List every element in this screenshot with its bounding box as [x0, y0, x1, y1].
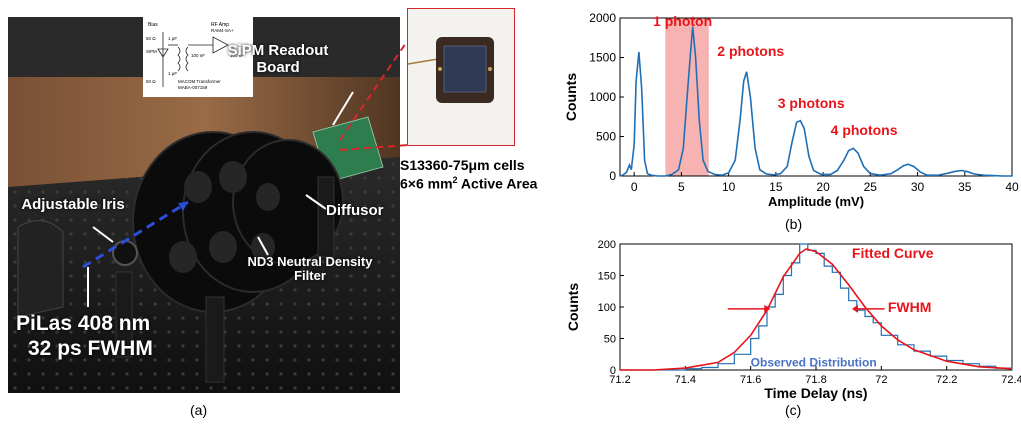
x-tick-label: 72.2	[936, 374, 957, 386]
fwhm-arrowhead-right	[851, 304, 858, 313]
callout-lines	[340, 39, 409, 151]
fwhm-label: FWHM	[888, 299, 932, 315]
sensor-photo	[407, 8, 515, 146]
amplitude-series-line	[619, 26, 1012, 177]
annotation-4-photon: 4 photons	[831, 122, 898, 138]
x-tick-label: 30	[911, 180, 925, 194]
annotation-1-photon: 1 photon	[653, 13, 712, 29]
schematic-bias: Bias	[148, 22, 158, 28]
label-diffusor: Diffusor	[326, 202, 384, 219]
x-tick-label: 15	[769, 180, 783, 194]
schematic-c2: 1 μF	[168, 71, 177, 76]
x-tick-label: 71.4	[675, 374, 696, 386]
schematic-transformer: MACOM Transformer	[178, 79, 221, 84]
fwhm-arrowhead-left	[764, 304, 771, 313]
schematic-cap3: 100 nF	[191, 53, 205, 58]
label-pilas-line2: 32 ps FWHM	[28, 337, 153, 360]
y-axis-label: Counts	[565, 283, 581, 331]
x-tick-label: 0	[631, 180, 638, 194]
setup-photo: Bias 50 Ω 1 μF SiPM 50 Ω 1 μF RF Amp RAM…	[8, 17, 400, 393]
schematic-sipm: SiPM	[146, 49, 157, 54]
y-tick-label: 1500	[589, 51, 616, 65]
observed-distribution-line	[620, 243, 1013, 371]
schematic-c1: 1 μF	[168, 36, 177, 41]
plot-frame	[619, 243, 1013, 371]
y-tick-label: 100	[598, 302, 616, 314]
y-tick-label: 2000	[589, 11, 616, 25]
setup-photo-illustration: Bias 50 Ω 1 μF SiPM 50 Ω 1 μF RF Amp RAM…	[8, 17, 400, 393]
x-tick-label: 72	[875, 374, 887, 386]
caption-c: (c)	[785, 402, 802, 418]
sensor-illustration	[408, 37, 494, 103]
schematic-r2: 50 Ω	[146, 79, 156, 84]
x-tick-label: 25	[864, 180, 878, 194]
label-sipm-readout-board: SiPM Readout Board	[227, 42, 329, 76]
schematic-rf-amp: RF Amp	[211, 22, 229, 28]
schematic-r1: 50 Ω	[146, 36, 156, 41]
x-axis-label: Amplitude (mV)	[768, 194, 864, 209]
label-adjustable-iris: Adjustable Iris	[21, 196, 125, 213]
x-tick-label: 72.4	[1001, 374, 1021, 386]
fitted-curve-line	[620, 248, 1013, 371]
sensor-area-label: 6×6 mm2 Active Area	[400, 175, 538, 192]
caption-a: (a)	[190, 402, 208, 418]
y-axis-label: Counts	[563, 73, 579, 121]
y-tick-label: 50	[604, 334, 616, 346]
x-tick-label: 71.2	[609, 374, 630, 386]
fitted-curve-label: Fitted Curve	[852, 245, 934, 261]
y-tick-label: 150	[598, 271, 616, 283]
x-tick-label: 5	[678, 180, 685, 194]
y-tick-label: 0	[610, 365, 616, 377]
annotation-2-photon: 2 photons	[717, 43, 784, 59]
x-tick-label: 20	[816, 180, 830, 194]
sensor-cells-label: S13360-75μm cells	[400, 157, 525, 173]
x-tick-label: 71.8	[805, 374, 826, 386]
x-tick-label: 10	[722, 180, 736, 194]
x-tick-label: 71.6	[740, 374, 761, 386]
label-pilas-line1: PiLas 408 nm	[16, 312, 151, 335]
time-delay-chart: 71.2 71.4 71.6 71.8 72 72.2 72.4 0 50 100 150 200 Ti…	[565, 240, 1021, 401]
schematic-cap4: 100 nF	[230, 53, 244, 58]
observed-distribution-label: Observed Distribution	[751, 356, 877, 370]
schematic-transformer-part: MABA-007159	[178, 85, 208, 90]
x-axis-label: Time Delay (ns)	[764, 385, 867, 401]
schematic-rf-amp-part: RAM4-SA+	[211, 28, 234, 33]
annotation-3-photon: 3 photons	[778, 95, 845, 111]
x-tick-label: 40	[1005, 180, 1019, 194]
y-tick-label: 0	[609, 169, 616, 183]
y-tick-label: 1000	[589, 90, 616, 104]
caption-b: (b)	[785, 216, 803, 232]
x-tick-label: 35	[958, 180, 972, 194]
y-tick-label: 200	[598, 240, 616, 251]
y-tick-label: 500	[596, 130, 616, 144]
amplitude-chart: 0 5 10 15 20 25 30 35 40 0 500 1000 1500 2000 Amplitud…	[563, 11, 1019, 209]
label-nd3-filter: ND3 Neutral Density Filter	[247, 254, 373, 284]
